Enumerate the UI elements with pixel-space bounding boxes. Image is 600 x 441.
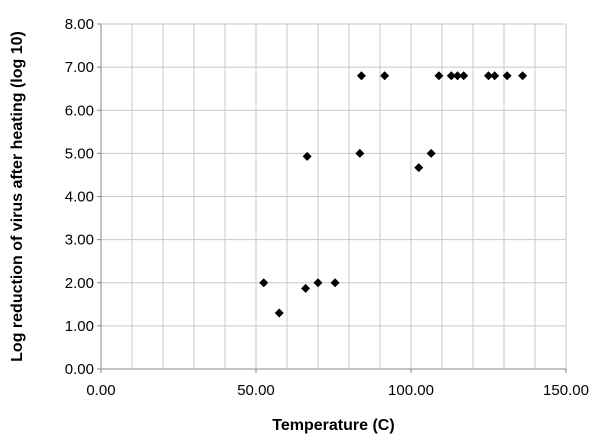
x-tick-label: 100.00: [388, 382, 434, 399]
y-tick-label: 3.00: [65, 232, 94, 249]
data-point: [355, 148, 365, 158]
x-tick-label: 50.00: [237, 382, 275, 399]
data-point: [490, 71, 500, 81]
data-point: [434, 71, 444, 81]
y-tick-labels: 0.00 1.00 2.00 3.00 4.00 5.00 6.00 7.00 8.00: [65, 16, 94, 378]
data-point: [356, 71, 366, 81]
data-point: [259, 278, 269, 288]
data-point: [426, 148, 436, 158]
x-tick-labels: 0.00 50.00 100.00 150.00: [86, 382, 589, 399]
data-point: [313, 278, 323, 288]
data-points: [259, 71, 528, 318]
data-point: [502, 71, 512, 81]
y-tick-label: 0.00: [65, 361, 94, 378]
data-point: [380, 71, 390, 81]
x-tick-label: 0.00: [86, 382, 115, 399]
data-point: [274, 308, 284, 318]
y-axis-title: Log reduction of virus after heating (lo…: [9, 31, 26, 362]
data-point: [484, 71, 493, 81]
data-point: [414, 163, 424, 173]
data-point: [518, 71, 528, 81]
x-axis-title: Temperature (C): [272, 417, 394, 434]
y-tick-label: 8.00: [65, 16, 94, 33]
y-tick-label: 4.00: [65, 189, 94, 206]
data-point: [453, 71, 462, 81]
y-tick-label: 6.00: [65, 102, 94, 119]
y-tick-label: 5.00: [65, 145, 94, 162]
data-point: [330, 278, 340, 288]
data-point: [459, 71, 469, 81]
data-point: [301, 283, 311, 293]
y-tick-label: 2.00: [65, 275, 94, 292]
data-point: [302, 151, 312, 161]
data-point: [446, 71, 456, 81]
y-tick-label: 1.00: [65, 318, 94, 335]
x-tick-label: 150.00: [543, 382, 589, 399]
axes: [97, 23, 567, 373]
grid-lines: [101, 23, 567, 369]
y-tick-label: 7.00: [65, 59, 94, 76]
